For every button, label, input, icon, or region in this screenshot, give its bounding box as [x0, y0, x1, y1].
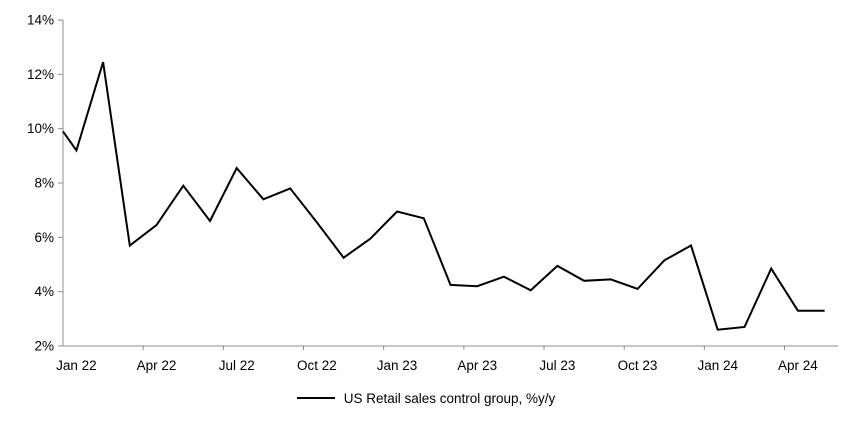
- y-tick-label: 8%: [34, 176, 54, 191]
- x-tick-label: Jan 23: [377, 358, 418, 373]
- x-tick-label: Jul 23: [539, 358, 575, 373]
- legend-label: US Retail sales control group, %y/y: [343, 390, 556, 406]
- x-tick-label: Jul 22: [219, 358, 255, 373]
- x-tick-label: Apr 23: [457, 358, 497, 373]
- series-line: [62, 61, 825, 331]
- y-tick-label: 14%: [27, 13, 54, 28]
- legend: US Retail sales control group, %y/y: [0, 390, 852, 406]
- x-tick-label: Jan 24: [697, 358, 738, 373]
- y-tick-label: 12%: [27, 67, 54, 82]
- y-tick-labels: 2% 4% 6% 8% 10% 12% 14%: [27, 13, 54, 354]
- x-tick-label: Apr 24: [778, 358, 818, 373]
- legend-line-swatch: [296, 397, 335, 399]
- y-tick-label: 2%: [34, 339, 54, 354]
- axes: [58, 19, 838, 350]
- y-tick-label: 6%: [34, 230, 54, 245]
- x-tick-label: Oct 22: [297, 358, 337, 373]
- x-tick-labels: Jan 22 Apr 22 Jul 22 Oct 22 Jan 23 Apr 23 Jul …: [56, 358, 818, 373]
- x-tick-label: Oct 23: [618, 358, 658, 373]
- y-tick-label: 4%: [34, 284, 54, 299]
- y-tick-label: 10%: [27, 121, 54, 136]
- x-tick-label: Apr 22: [137, 358, 177, 373]
- x-tick-label: Jan 22: [56, 358, 97, 373]
